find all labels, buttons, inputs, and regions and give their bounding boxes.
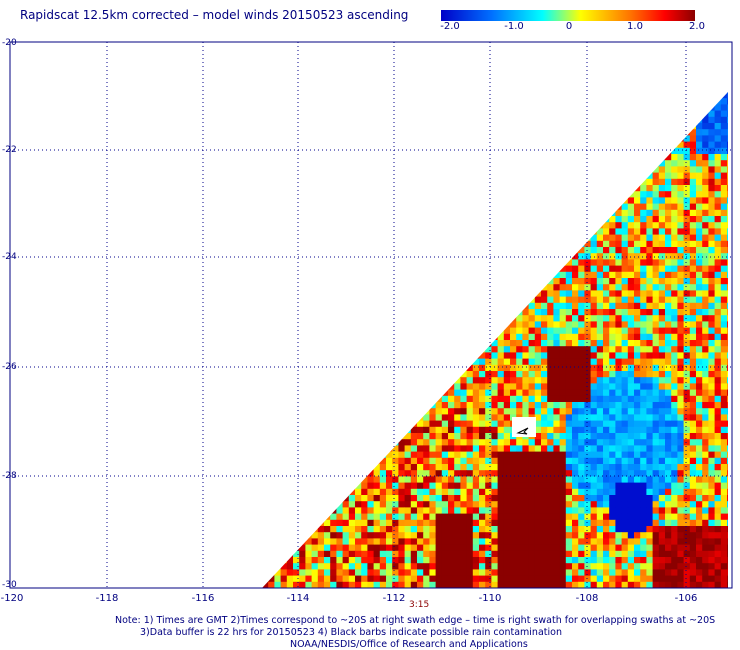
colorbar-label-pos1: 1.0 bbox=[627, 21, 643, 32]
lon-label: -112 bbox=[382, 593, 406, 604]
map-title: Rapidscat 12.5km corrected – model winds… bbox=[20, 8, 409, 22]
lon-label: -116 bbox=[191, 593, 215, 604]
lon-label: -114 bbox=[286, 593, 310, 604]
footnote-line-1: Note: 1) Times are GMT 2)Times correspon… bbox=[115, 615, 716, 626]
lon-label: -120 bbox=[0, 593, 24, 604]
colorbar-label-min: -2.0 bbox=[440, 21, 460, 32]
lat-label: -26 bbox=[2, 362, 17, 372]
colorbar-label-max: 2.0 bbox=[689, 21, 705, 32]
lat-lon-grid bbox=[10, 42, 732, 588]
lat-label: -30 bbox=[2, 580, 17, 590]
lat-label: -20 bbox=[2, 38, 17, 48]
lon-label: -110 bbox=[478, 593, 502, 604]
lon-label: -108 bbox=[575, 593, 599, 604]
lon-label: -106 bbox=[674, 593, 698, 604]
lon-label: -118 bbox=[95, 593, 119, 604]
lat-label: -28 bbox=[2, 471, 17, 481]
swath-field bbox=[262, 92, 728, 588]
lat-label: -24 bbox=[2, 252, 17, 262]
footnote-line-2: 3)Data buffer is 22 hrs for 20150523 4) … bbox=[140, 627, 562, 638]
swath-time-label: 3:15 bbox=[409, 600, 430, 610]
colorbar-label-neg1: -1.0 bbox=[504, 21, 524, 32]
map-frame bbox=[9, 41, 733, 589]
lat-label: -22 bbox=[2, 145, 17, 155]
footnote-credit: NOAA/NESDIS/Office of Research and Appli… bbox=[290, 639, 528, 650]
colorbar-label-zero: 0 bbox=[565, 21, 573, 32]
colorbar bbox=[441, 10, 695, 21]
rain-barb-icon bbox=[516, 427, 529, 435]
